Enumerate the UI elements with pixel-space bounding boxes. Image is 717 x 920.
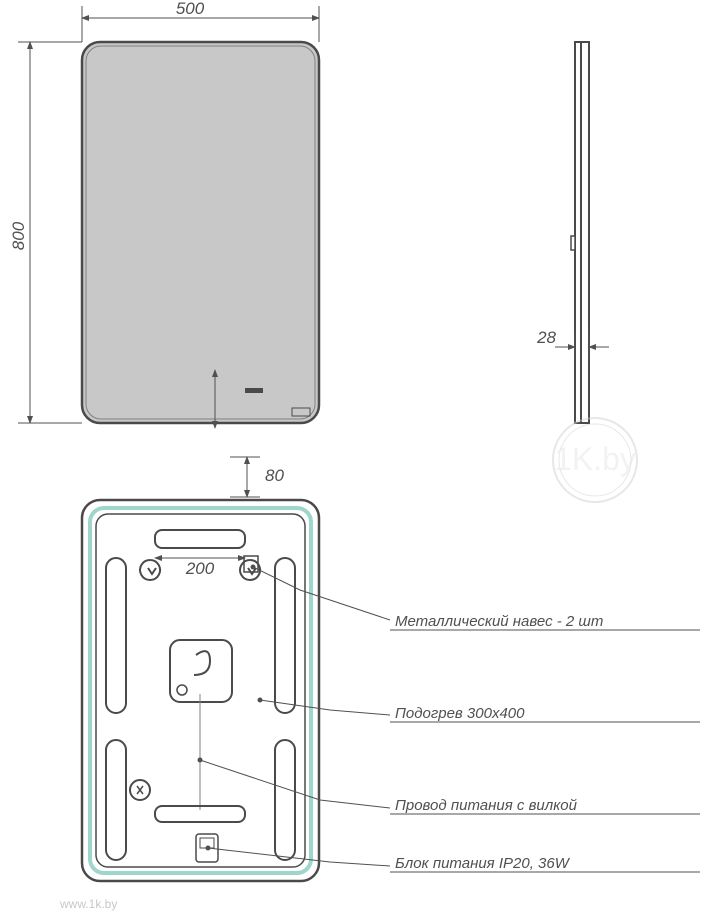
dim-depth-label: 28 xyxy=(536,328,556,347)
dim-height: 800 xyxy=(9,42,82,423)
callout-4: Блок питания IP20, 36W xyxy=(395,855,571,872)
technical-drawing: 500 800 28 80 1K.by xyxy=(0,0,717,920)
sensor-mark xyxy=(245,388,263,393)
dim-depth: 28 xyxy=(536,328,609,360)
callout-2: Подогрев 300x400 xyxy=(395,705,525,722)
dim-width-label: 500 xyxy=(176,0,205,18)
dim-width: 500 xyxy=(82,0,319,42)
side-view xyxy=(571,42,589,423)
dim-80-label: 80 xyxy=(265,466,284,485)
watermark-bottom: www.1k.by xyxy=(59,897,117,911)
watermark-text: 1K.by xyxy=(554,441,636,477)
callout-1: Металлический навес - 2 шт xyxy=(395,613,603,630)
watermark-logo: 1K.by xyxy=(553,418,637,502)
dim-height-label: 800 xyxy=(9,221,28,250)
dim-detail-80: 80 xyxy=(230,457,284,497)
front-view xyxy=(82,42,319,423)
dim-bracket-label: 200 xyxy=(185,559,215,578)
back-view: 200 xyxy=(82,500,319,881)
callout-3: Провод питания с вилкой xyxy=(395,797,578,814)
